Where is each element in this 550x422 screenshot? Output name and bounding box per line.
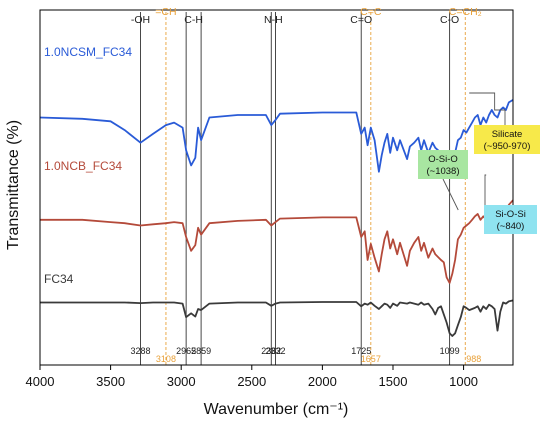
x-ticks: 4000 3500 3000 2500 2000 1500 1000 xyxy=(26,365,478,389)
x-tick-label: 2500 xyxy=(237,374,266,389)
group-label: C=O xyxy=(350,14,372,26)
group-label: C=CH₂ xyxy=(449,6,482,18)
peak-lines xyxy=(140,12,466,365)
annotation-text: Si-O-Si xyxy=(495,209,526,220)
series-label-2: 1.0NCB_FC34 xyxy=(44,159,122,173)
annotation-text: (~1038) xyxy=(426,166,459,177)
series-label-1: 1.0NCSM_FC34 xyxy=(44,45,132,59)
group-label: C-O xyxy=(440,14,459,26)
series-label-3: FC34 xyxy=(44,272,74,286)
series-labels: 1.0NCSM_FC34 1.0NCB_FC34 FC34 xyxy=(44,45,132,286)
plot-frame xyxy=(39,9,514,366)
x-tick-label: 3000 xyxy=(167,374,196,389)
peak-value-label-2362: 2362 xyxy=(261,346,281,356)
annotation-connector xyxy=(442,178,459,211)
group-label: =CH xyxy=(155,6,176,18)
peak-value-label-2965: 2965 xyxy=(176,346,196,356)
x-tick-label: 3500 xyxy=(96,374,125,389)
peak-value-label-3108: 3108 xyxy=(156,354,176,364)
annotation-text: O-Si-O xyxy=(428,154,458,165)
peak-value-label-2859: 2859 xyxy=(191,346,211,356)
x-axis-label: Wavenumber (cm⁻¹) xyxy=(204,401,349,418)
group-label: N-H xyxy=(264,14,283,26)
x-tick-label: 4000 xyxy=(26,374,55,389)
peak-value-label-3288: 3288 xyxy=(131,346,151,356)
annotations: Silicate(~950-970) O-Si-O(~1038) Si-O-Si(~… xyxy=(418,92,540,234)
group-label: -OH xyxy=(131,14,150,26)
peak-value-label-988: 988 xyxy=(466,354,481,364)
annotation-text: (~840) xyxy=(497,221,525,232)
group-label: C-H xyxy=(184,14,203,26)
series-line-2 xyxy=(40,199,514,284)
annotation-box xyxy=(474,125,540,154)
annotation-box xyxy=(418,150,468,179)
annotation-box xyxy=(484,205,537,234)
x-tick-label: 2000 xyxy=(308,374,337,389)
annotation-text: Silicate xyxy=(492,129,523,140)
y-axis-label: Transmittance (%) xyxy=(5,120,22,250)
peak-value-label-1657: 1657 xyxy=(361,354,381,364)
x-tick-label: 1000 xyxy=(449,374,478,389)
peak-value-label-2332: 2332 xyxy=(265,346,285,356)
group-label: C=C xyxy=(360,6,382,18)
peak-value-label-1725: 1725 xyxy=(351,346,371,356)
annotation-text: (~950-970) xyxy=(484,141,531,152)
series-line-1 xyxy=(39,99,514,179)
peak-value-label-1099: 1099 xyxy=(440,346,460,356)
series-line-3 xyxy=(40,299,514,337)
annotation-connector xyxy=(469,92,506,125)
series-layer xyxy=(39,99,514,337)
x-tick-label: 1500 xyxy=(379,374,408,389)
plot-area-border xyxy=(39,9,514,366)
group-labels: -OH =CH C-H N-H C=OC=C C-OC=CH₂ xyxy=(131,6,482,26)
